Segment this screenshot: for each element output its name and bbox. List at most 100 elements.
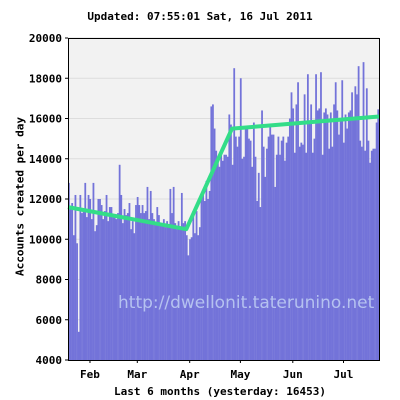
bar xyxy=(167,227,170,360)
bar xyxy=(364,150,367,360)
bar xyxy=(264,176,267,360)
bar xyxy=(290,92,293,360)
bar xyxy=(190,237,193,360)
bar xyxy=(110,207,113,360)
bar xyxy=(122,223,124,360)
bar xyxy=(374,148,376,360)
y-tick-label: 16000 xyxy=(29,113,62,126)
bar xyxy=(177,221,180,360)
bar xyxy=(272,134,275,360)
bar xyxy=(298,146,301,360)
bar xyxy=(333,104,335,360)
bar xyxy=(318,108,321,360)
bar xyxy=(154,225,157,360)
bar xyxy=(295,104,298,360)
bar xyxy=(225,154,227,360)
bar-series xyxy=(68,62,380,361)
bar xyxy=(216,156,219,360)
x-tick-label: Feb xyxy=(80,368,100,381)
bar xyxy=(356,94,358,360)
bar xyxy=(200,194,203,360)
bar xyxy=(331,146,334,360)
bar xyxy=(287,136,290,360)
x-tick-label: Apr xyxy=(180,368,200,381)
bar xyxy=(338,134,340,360)
bar xyxy=(293,152,296,360)
bar xyxy=(198,227,201,360)
bar xyxy=(344,114,347,360)
bar xyxy=(311,152,314,360)
y-tick-label: 6000 xyxy=(36,314,63,327)
bar xyxy=(108,207,111,360)
bar xyxy=(351,92,353,360)
bar xyxy=(174,223,177,360)
bar xyxy=(215,150,218,360)
bar xyxy=(112,217,114,360)
bar xyxy=(126,213,129,360)
bar xyxy=(257,172,260,360)
bar xyxy=(172,186,175,360)
bar xyxy=(99,199,101,360)
y-ticks: 4000 6000 8000 10000 12000 14000 16000 18000 200… xyxy=(29,32,68,367)
bar xyxy=(115,219,118,361)
bar xyxy=(259,207,262,360)
bar xyxy=(254,156,257,360)
y-tick-label: 20000 xyxy=(29,32,62,45)
bar xyxy=(128,203,131,360)
bar xyxy=(179,229,182,360)
bar xyxy=(79,194,82,360)
watermark-text: http://dwellonit.taterunino.net xyxy=(118,293,375,313)
bar xyxy=(77,331,80,360)
bar xyxy=(270,134,273,360)
bar xyxy=(158,215,160,360)
bar xyxy=(269,126,272,360)
bar xyxy=(315,74,317,360)
bar xyxy=(92,182,95,360)
bar xyxy=(226,156,229,360)
bar xyxy=(90,219,93,361)
bar xyxy=(220,152,223,360)
bar xyxy=(113,215,116,360)
bar xyxy=(213,128,216,360)
bar xyxy=(359,140,362,360)
bar xyxy=(192,211,195,360)
bar xyxy=(107,221,110,360)
bar xyxy=(95,225,98,360)
bar xyxy=(117,213,119,360)
bar xyxy=(252,122,255,361)
bar xyxy=(84,182,87,360)
bar xyxy=(203,201,206,360)
bar xyxy=(370,150,373,360)
bar xyxy=(87,194,90,360)
bar xyxy=(303,94,306,360)
bar xyxy=(369,162,371,360)
x-tick-label: Jun xyxy=(283,368,303,381)
bar xyxy=(82,211,85,360)
bar xyxy=(230,124,232,360)
bar xyxy=(159,223,162,360)
bar xyxy=(341,80,344,360)
bar xyxy=(280,140,283,360)
bar xyxy=(300,142,303,360)
x-tick-label: May xyxy=(230,368,250,381)
bar xyxy=(233,68,236,360)
bar xyxy=(146,186,149,360)
bar xyxy=(329,112,332,361)
bar xyxy=(144,211,147,360)
bar xyxy=(249,140,252,360)
y-tick-label: 12000 xyxy=(29,193,62,206)
bar xyxy=(202,192,205,360)
bar xyxy=(118,164,121,360)
bar xyxy=(169,188,172,360)
plot-border xyxy=(68,38,380,361)
bar xyxy=(248,138,250,361)
bar xyxy=(302,144,304,360)
bar xyxy=(277,136,280,360)
bar xyxy=(324,108,327,360)
bar xyxy=(285,142,288,360)
bar xyxy=(288,118,291,360)
bar xyxy=(136,196,139,360)
bar xyxy=(187,255,190,360)
bar xyxy=(218,166,221,360)
